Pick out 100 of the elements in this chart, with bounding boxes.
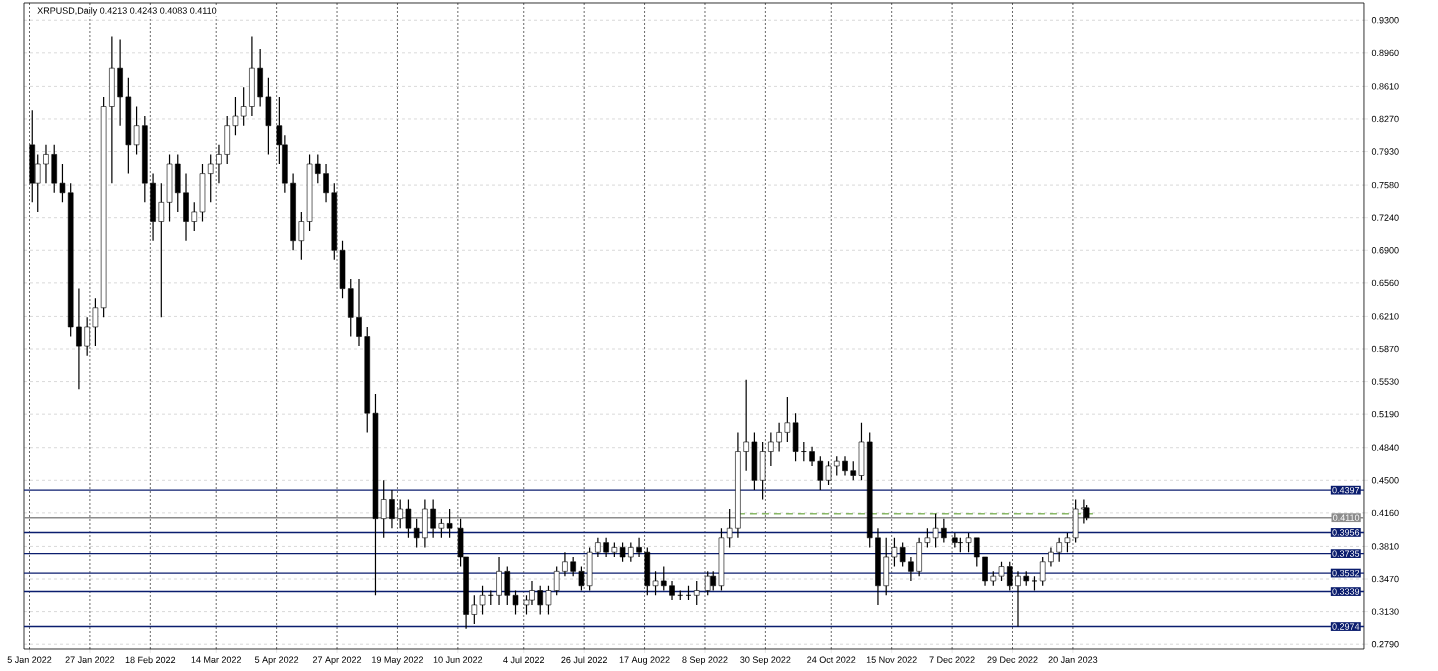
y-tick-label: 0.7930 (1371, 148, 1399, 155)
candlestick (92, 297, 99, 347)
x-tick-label: 19 May 2022 (372, 656, 423, 665)
candlestick (413, 518, 420, 548)
x-tick-label: 20 Jan 2023 (1048, 656, 1098, 663)
x-tick-label: 24 Oct 2022 (807, 656, 856, 663)
candlestick (389, 489, 395, 529)
x-tick-label: 8 Sep 2022 (682, 656, 728, 665)
y-tick-label: 0.8610 (1371, 83, 1399, 90)
candlestick (405, 498, 412, 539)
ref-line-label: 0.3339 (1332, 588, 1360, 595)
candlestick (784, 396, 791, 443)
y-tick-label: 0.5530 (1371, 378, 1399, 385)
candlestick (735, 431, 741, 539)
y-tick-label: 0.4840 (1371, 444, 1399, 451)
y-tick-label: 0.6560 (1371, 279, 1399, 287)
candlestick (776, 422, 782, 453)
y-tick-label: 0.7240 (1371, 214, 1399, 221)
candlestick (380, 479, 387, 539)
candlestick (998, 561, 1005, 582)
x-tick-label: 7 Dec 2022 (929, 656, 975, 663)
candlestick (125, 77, 132, 175)
candlestick (1039, 556, 1046, 587)
candlestick (175, 153, 181, 213)
candlestick (166, 153, 173, 223)
candlestick (1006, 561, 1013, 592)
candlestick (51, 144, 57, 194)
y-tick-label: 0.5870 (1371, 345, 1399, 353)
x-tick-label: 26 Jul 2022 (561, 656, 607, 664)
candlestick (595, 537, 601, 558)
candlestick (875, 527, 881, 606)
ref-line-label: 0.4397 (1332, 486, 1360, 494)
y-tick-label: 0.3130 (1371, 608, 1399, 615)
candlestick (133, 105, 140, 156)
candlestick (265, 77, 272, 156)
candlestick (496, 556, 502, 606)
ref-line-label: 0.3735 (1332, 550, 1360, 557)
candlestick (471, 594, 478, 625)
candlestick (768, 431, 774, 467)
candlestick (306, 153, 313, 232)
candlestick (67, 182, 74, 338)
candlestick (908, 556, 914, 582)
x-tick-label: 29 Dec 2022 (987, 656, 1038, 663)
ref-line-label: 0.3956 (1332, 529, 1360, 536)
ref-line-label: 0.2974 (1332, 623, 1360, 630)
candlestick (562, 551, 568, 577)
y-tick-label: 0.4500 (1371, 477, 1399, 484)
x-tick-label: 10 Jun 2022 (433, 656, 483, 663)
candlestick (430, 498, 436, 539)
candlestick (298, 211, 305, 261)
candlestick (759, 441, 766, 501)
candlestick (809, 446, 815, 467)
y-tick-label: 0.2790 (1371, 641, 1399, 648)
candlestick (842, 455, 848, 477)
candlestick (356, 278, 362, 347)
x-tick-label: 5 Jan 2022 (7, 656, 52, 663)
y-tick-label: 0.3810 (1371, 543, 1399, 550)
candlestick (224, 115, 230, 165)
candlestick (422, 498, 428, 548)
candlestick (249, 35, 255, 117)
candlestick (586, 546, 593, 592)
candlestick (315, 153, 321, 184)
x-tick-label: 15 Nov 2022 (866, 656, 917, 663)
y-tick-label: 0.4160 (1371, 509, 1399, 517)
candlestick (216, 144, 222, 184)
candlestick (974, 537, 980, 568)
candlestick (652, 570, 659, 596)
candlestick (1048, 546, 1054, 568)
candlestick (941, 518, 947, 544)
candlestick (858, 422, 865, 481)
candlestick (1015, 570, 1021, 628)
candlestick (59, 163, 66, 203)
candlestick (232, 96, 239, 136)
candlestick (866, 431, 873, 548)
y-tick-label: 0.8270 (1371, 115, 1399, 123)
x-tick-label: 14 Mar 2022 (191, 656, 242, 663)
candlestick (891, 537, 898, 568)
candlestick (751, 431, 758, 491)
candlestick (743, 379, 749, 472)
chart-title: XRPUSD,Daily 0.4213 0.4243 0.4083 0.4110 (37, 7, 217, 16)
candlestick (726, 508, 733, 548)
candlestick (183, 173, 189, 242)
candlestick (883, 537, 889, 596)
candlestick (43, 144, 49, 184)
x-tick-label: 4 Jul 2022 (503, 656, 545, 664)
candlestick (257, 48, 263, 108)
y-tick-label: 0.7580 (1371, 181, 1399, 189)
candlestick (117, 38, 123, 127)
candlestick (982, 556, 988, 587)
candlestick (372, 393, 379, 596)
candlestick (916, 537, 922, 577)
x-tick-label: 30 Sep 2022 (740, 656, 791, 665)
x-tick-label: 18 Feb 2022 (125, 656, 176, 664)
candlestick (792, 412, 799, 462)
candlestick (240, 86, 247, 127)
candlestick (323, 163, 329, 203)
y-tick-label: 0.8960 (1371, 49, 1399, 57)
candlestick (397, 498, 403, 529)
candlestick (603, 537, 609, 558)
candlestick (76, 288, 82, 390)
